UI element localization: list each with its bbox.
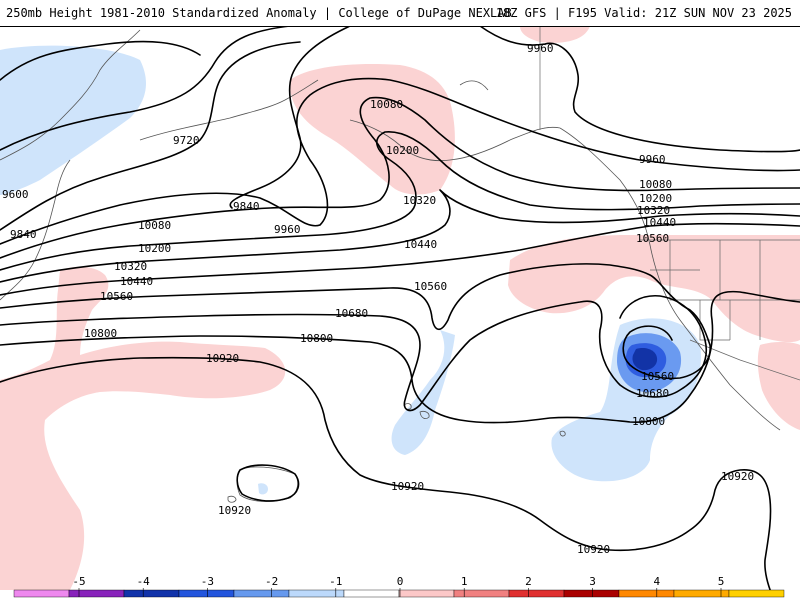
colorbar-tick-label: -2: [265, 575, 278, 588]
contour-10440: [0, 222, 800, 296]
colorbar-segment: [123, 589, 180, 598]
colorbar-segment: [13, 589, 70, 598]
contour-label: 10560: [100, 290, 133, 303]
contour-label: 10440: [120, 275, 153, 288]
colorbar-segment: [563, 589, 620, 598]
contour-9960-north: [479, 25, 800, 153]
colorbar-tick-label: 4: [653, 575, 660, 588]
contour-label: 10920: [391, 480, 424, 493]
contour-label: 10680: [335, 307, 368, 320]
contour-label: 10920: [218, 504, 251, 517]
contour-label: 10320: [114, 260, 147, 273]
contour-label: 10680: [636, 387, 669, 400]
contour-10200: [0, 131, 800, 271]
colorbar-segment: [343, 589, 400, 598]
contour-label: 10560: [641, 370, 674, 383]
contour-10320: [0, 189, 800, 283]
contour-label: 10200: [138, 242, 171, 255]
contour-label: 10200: [639, 192, 672, 205]
colorbar-segment: [618, 589, 675, 598]
contour-label: 10080: [639, 178, 672, 191]
colorbar-segment: [68, 589, 125, 598]
colorbar-segment: [508, 589, 565, 598]
contour-label: 10800: [84, 327, 117, 340]
negative-anomaly-shading: [0, 26, 701, 495]
contour-trough-north: [0, 40, 201, 81]
contour-label: 10920: [577, 543, 610, 556]
contour-label: 9840: [233, 200, 260, 213]
height-contours: [0, 25, 800, 596]
contour-label: 10920: [206, 352, 239, 365]
contour-10080: [0, 96, 800, 259]
colorbar-tick-label: -5: [72, 575, 85, 588]
contour-10920-hawaii: [236, 464, 300, 502]
colorbar-tick-label: -3: [201, 575, 214, 588]
contour-label: 9840: [10, 228, 37, 241]
contour-labels: 9960 9720 9600 9840 9840 9960 10080 1020…: [2, 42, 754, 556]
colorbar-tick-label: 2: [525, 575, 532, 588]
contour-label: 9600: [2, 188, 29, 201]
colorbar-tick-label: 3: [589, 575, 596, 588]
colorbar-segment: [453, 589, 510, 598]
colorbar-tick-label: -4: [137, 575, 151, 588]
colorbar-tick-label: 5: [718, 575, 725, 588]
run-info: 18Z GFS | F195 Valid: 21Z SUN NOV 23 202…: [495, 6, 792, 20]
colorbar-tick-label: 1: [461, 575, 468, 588]
contour-label: 10920: [721, 470, 754, 483]
colorbar: -5 -4 -3 -2 -1 0 1 2 3 4 5: [13, 575, 785, 598]
colorbar-segment: [728, 589, 785, 598]
contour-9960-mid: [0, 77, 800, 245]
coastlines: [0, 29, 781, 503]
colorbar-segment: [233, 589, 290, 598]
map-title: 250mb Height 1981-2010 Standardized Anom…: [6, 6, 512, 20]
positive-anomaly-shading: [0, 63, 800, 590]
contour-label: 9960: [639, 153, 666, 166]
contour-label: 10800: [300, 332, 333, 345]
contour-9840-west: [0, 41, 301, 231]
contour-label: 10320: [637, 204, 670, 217]
contour-10680: [0, 295, 707, 412]
header-bar: 250mb Height 1981-2010 Standardized Anom…: [0, 0, 800, 27]
contour-label: 10560: [414, 280, 447, 293]
contour-10800: [0, 290, 800, 424]
contour-label: 9960: [527, 42, 554, 55]
contour-label: 10200: [386, 144, 419, 157]
contour-label: 10080: [138, 219, 171, 232]
contour-label: 10800: [632, 415, 665, 428]
contour-label: 10440: [404, 238, 437, 251]
contour-10920-west: [0, 356, 773, 596]
contour-9720: [0, 25, 291, 151]
contour-label: 9960: [274, 223, 301, 236]
contour-label: 10080: [370, 98, 403, 111]
contour-label: 10320: [403, 194, 436, 207]
contour-label: 9720: [173, 134, 200, 147]
contour-label: 10560: [636, 232, 669, 245]
colorbar-tick-label: -1: [329, 575, 342, 588]
colorbar-segment: [178, 589, 235, 598]
contour-label: 10440: [643, 216, 676, 229]
colorbar-segment: [398, 589, 455, 598]
contour-10560: [0, 263, 711, 380]
colorbar-tick-label: 0: [397, 575, 404, 588]
